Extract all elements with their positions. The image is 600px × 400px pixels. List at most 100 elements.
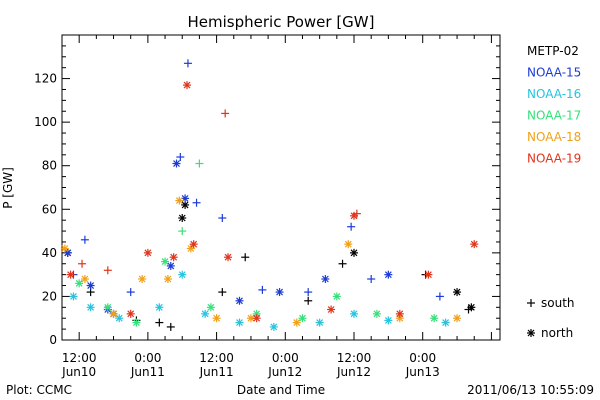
data-point-noaa-15 — [304, 288, 313, 297]
data-point-noaa-18 — [163, 275, 172, 283]
data-point-noaa-17 — [161, 257, 170, 266]
data-point-noaa-17 — [372, 309, 381, 318]
data-point-noaa-15 — [86, 281, 95, 290]
x-tick-label-date: Jun11 — [199, 365, 234, 379]
data-point-noaa-19 — [78, 259, 87, 268]
data-point-noaa-18 — [138, 275, 147, 283]
y-tick-label: 0 — [49, 333, 57, 347]
legend-entry-noaa-17: NOAA-17 — [527, 109, 581, 123]
data-point-noaa-17 — [430, 314, 439, 323]
data-point-noaa-16 — [155, 303, 164, 312]
data-point-noaa-15 — [367, 275, 376, 283]
data-point-noaa-15 — [321, 275, 330, 283]
data-point-noaa-16 — [178, 270, 187, 279]
data-point-noaa-16 — [269, 322, 278, 331]
y-tick-label: 40 — [42, 246, 57, 260]
data-point-noaa-18 — [212, 314, 221, 323]
data-point-noaa-19 — [126, 309, 135, 318]
data-point-noaa-16 — [86, 303, 95, 312]
data-point-noaa-15 — [192, 198, 201, 207]
data-point-noaa-16 — [235, 318, 244, 327]
data-point-noaa-15 — [275, 288, 284, 297]
x-tick-label-date: Jun13 — [405, 365, 440, 379]
data-point-noaa-15 — [176, 153, 185, 161]
legend-marker-south — [527, 299, 535, 307]
data-point-noaa-19 — [103, 266, 112, 275]
x-tick-label-time: 12:00 — [62, 351, 97, 365]
chart-title: Hemispheric Power [GW] — [188, 13, 375, 31]
data-point-noaa-18 — [292, 318, 301, 327]
x-tick-label-time: 0:00 — [409, 351, 436, 365]
data-point-noaa-16 — [201, 309, 210, 318]
data-point-noaa-17 — [75, 279, 84, 288]
data-point-noaa-19 — [395, 309, 404, 318]
data-point-noaa-15 — [435, 292, 444, 301]
data-point-noaa-15 — [218, 214, 227, 222]
footer-credit: Plot: CCMC — [6, 383, 72, 397]
legend: METP-02 NOAA-15 NOAA-16 NOAA-17 NOAA-18 NOAA-… — [527, 44, 581, 340]
data-point-noaa-16 — [350, 309, 358, 318]
data-point-noaa-15 — [258, 285, 267, 294]
y-tick-label: 20 — [42, 289, 57, 303]
data-point-noaa-17 — [132, 318, 141, 327]
footer-timestamp: 2011/06/13 10:55:09 — [467, 383, 594, 397]
legend-entry-metp-02: METP-02 — [527, 44, 579, 58]
x-tick-label-time: 0:00 — [134, 351, 161, 365]
data-point-noaa-19 — [224, 253, 233, 262]
data-point-noaa-18 — [109, 309, 118, 318]
data-point-noaa-17 — [103, 303, 112, 312]
data-point-noaa-15 — [183, 59, 192, 68]
data-point-noaa-19 — [66, 270, 75, 279]
data-point-noaa-17 — [206, 303, 215, 312]
y-axis-label: P [GW] — [1, 167, 15, 209]
data-point-metp-02 — [241, 253, 250, 262]
x-tick-label-date: Jun12 — [336, 365, 371, 379]
data-point-noaa-15 — [235, 296, 244, 305]
data-point-noaa-17 — [332, 292, 341, 301]
data-point-noaa-17 — [178, 227, 187, 236]
data-point-noaa-17 — [298, 314, 307, 323]
data-point-noaa-19 — [252, 314, 261, 323]
data-point-noaa-19 — [221, 109, 230, 118]
data-point-metp-02 — [453, 288, 462, 297]
data-point-metp-02 — [218, 288, 227, 297]
data-point-noaa-19 — [424, 270, 433, 279]
data-point-metp-02 — [467, 303, 476, 312]
data-point-noaa-16 — [69, 292, 78, 301]
data-point-noaa-16 — [384, 316, 393, 325]
data-point-noaa-15 — [80, 235, 89, 244]
data-point-noaa-15 — [172, 159, 181, 168]
data-point-metp-02 — [155, 318, 164, 327]
data-point-noaa-19 — [189, 240, 198, 249]
data-point-noaa-19 — [352, 209, 361, 218]
y-tick-label: 120 — [34, 72, 57, 86]
data-point-noaa-17 — [195, 159, 204, 168]
legend-marker-label: north — [541, 326, 573, 340]
legend-entry-noaa-19: NOAA-19 — [527, 152, 581, 166]
x-tick-label-date: Jun12 — [267, 365, 302, 379]
data-point-noaa-15 — [384, 270, 393, 279]
y-tick-label: 80 — [42, 159, 57, 173]
data-point-noaa-15 — [166, 261, 175, 270]
data-point-noaa-19 — [143, 248, 152, 257]
data-point-noaa-15 — [126, 288, 135, 297]
legend-entry-noaa-16: NOAA-16 — [527, 87, 581, 101]
data-point-noaa-19 — [169, 253, 178, 262]
data-point-metp-02 — [166, 322, 175, 331]
x-tick-label-time: 0:00 — [272, 351, 299, 365]
legend-marker-label: south — [541, 296, 575, 310]
legend-marker-north — [527, 329, 535, 337]
data-point-metp-02 — [350, 248, 358, 257]
data-marks — [60, 59, 479, 331]
data-point-noaa-18 — [80, 275, 89, 283]
data-point-noaa-18 — [186, 244, 195, 253]
axes: 02040608010012012:00Jun100:00Jun1112:00J… — [34, 34, 500, 379]
data-point-noaa-18 — [60, 244, 69, 253]
data-point-metp-02 — [304, 296, 313, 305]
legend-entry-noaa-15: NOAA-15 — [527, 66, 581, 80]
data-point-noaa-15 — [63, 248, 72, 257]
data-point-noaa-15 — [347, 222, 356, 231]
data-point-metp-02 — [338, 259, 347, 268]
y-tick-label: 60 — [42, 202, 57, 216]
